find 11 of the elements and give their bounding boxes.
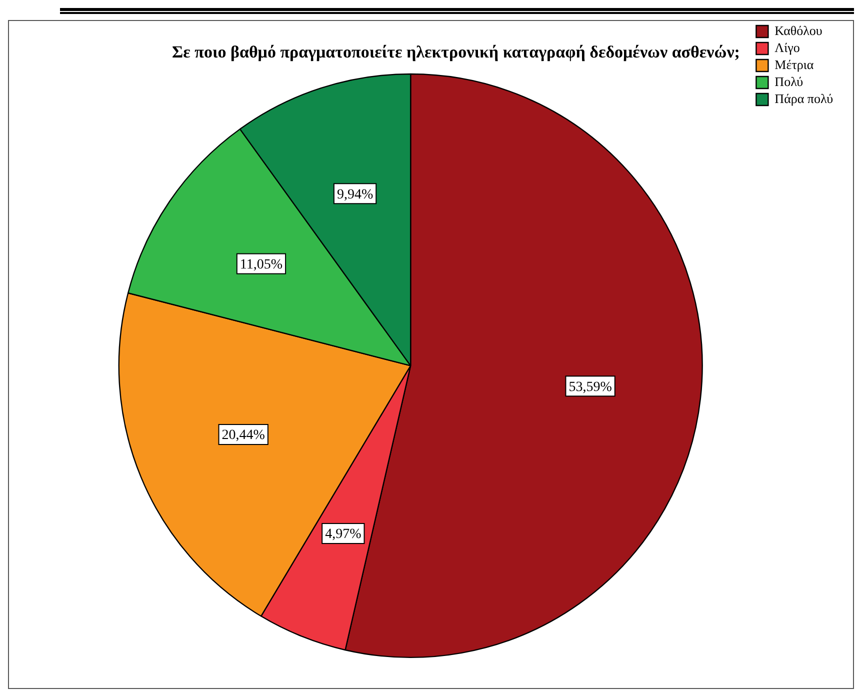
text: Σε ποιο βαθμό πραγματοποιείτε ηλεκτρονική καταγραφή δεδομένων ασθενών;	[172, 42, 740, 62]
data-label: 9,94%	[336, 187, 374, 202]
legend-label: Πολύ	[774, 74, 804, 89]
legend-label: Μέτρια	[774, 56, 814, 72]
legend-label: Πάρα πολύ	[774, 90, 834, 106]
data-label: 20,44%	[222, 428, 266, 444]
legend-label: Καθόλου	[774, 22, 822, 38]
data-label: 53,59%	[568, 380, 612, 395]
data-label: 11,05%	[240, 257, 283, 272]
legend-label: Λίγο	[774, 40, 800, 55]
data-label: 4,97%	[325, 527, 362, 542]
